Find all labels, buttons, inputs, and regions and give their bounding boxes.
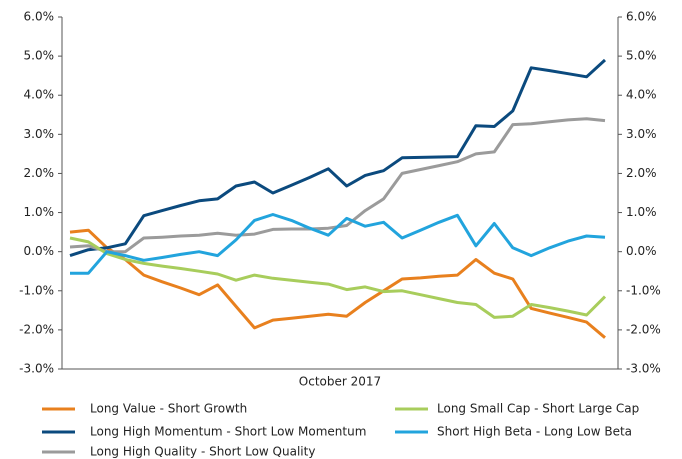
y-tick-label: -1.0% (19, 283, 54, 297)
y2-tick-label: -3.0% (626, 362, 661, 376)
y2-tick-label: -1.0% (626, 283, 661, 297)
series-line (69, 58, 607, 258)
y-tick-label: 4.0% (24, 88, 55, 102)
y-tick-label: 5.0% (24, 49, 55, 63)
y2-tick-label: 1.0% (626, 205, 657, 219)
y-tick-label: 6.0% (24, 10, 55, 24)
legend-label: Long High Quality - Short Low Quality (90, 445, 315, 459)
y-tick-label: 3.0% (24, 127, 55, 141)
y-tick-label: 1.0% (24, 205, 55, 219)
series-line (69, 117, 606, 254)
y-tick-label: -3.0% (19, 362, 54, 376)
x-axis-label: October 2017 (299, 375, 381, 389)
y-tick-label: -2.0% (19, 322, 54, 336)
y2-tick-label: 5.0% (626, 49, 657, 63)
y2-tick-label: 2.0% (626, 166, 657, 180)
series-line (69, 228, 606, 339)
series-line (70, 213, 606, 275)
legend-label: Long Value - Short Growth (90, 402, 247, 416)
series-line (69, 236, 607, 319)
legend-label: Short High Beta - Long Low Beta (437, 425, 632, 439)
y2-tick-label: 6.0% (626, 10, 657, 24)
legend-label: Long High Momentum - Short Low Momentum (90, 425, 366, 439)
y2-tick-label: 4.0% (626, 88, 657, 102)
y-tick-label: 2.0% (24, 166, 55, 180)
y2-tick-label: -2.0% (626, 322, 661, 336)
y-tick-label: 0.0% (24, 244, 55, 258)
legend-label: Long Small Cap - Short Large Cap (437, 402, 639, 416)
y2-tick-label: 3.0% (626, 127, 657, 141)
y2-tick-label: 0.0% (626, 244, 657, 258)
